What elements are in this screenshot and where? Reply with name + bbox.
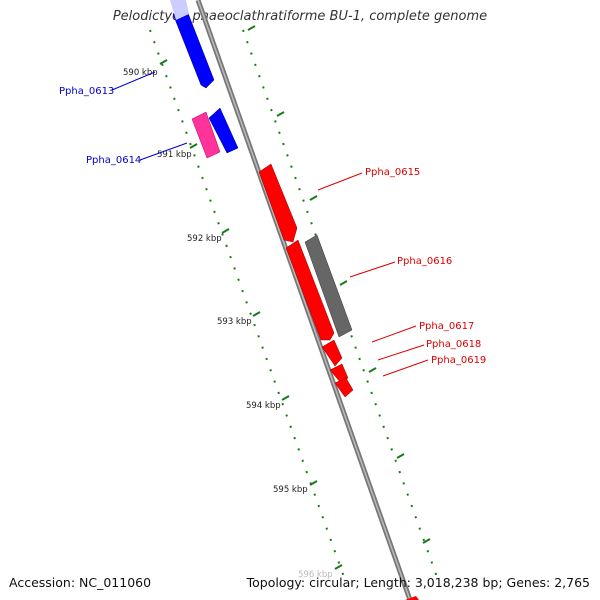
gene-ppha-0614-arrow[interactable] bbox=[191, 111, 221, 159]
genome-summary-text: Topology: circular; Length: 3,018,238 bp… bbox=[246, 575, 590, 590]
tick-594 bbox=[281, 395, 290, 401]
gene-labels: Ppha_0613 Ppha_0614 Ppha_0615 Ppha_0616 … bbox=[59, 86, 486, 366]
gene-label-ppha-0615[interactable]: Ppha_0615 bbox=[365, 167, 420, 178]
gene-bottom-fragment bbox=[405, 596, 419, 600]
outer-tick-g bbox=[422, 538, 431, 544]
kbp-ticks: 590 kbp 591 kbp 592 kbp 593 kbp 594 kbp … bbox=[123, 25, 431, 580]
outer-tick-c bbox=[309, 195, 318, 201]
label-leaders bbox=[111, 71, 429, 377]
gene-label-ppha-0618[interactable]: Ppha_0618 bbox=[426, 339, 481, 350]
tick-593 bbox=[252, 311, 261, 317]
gene-label-ppha-0619[interactable]: Ppha_0619 bbox=[431, 355, 486, 366]
gene-gray-arrow[interactable] bbox=[304, 234, 353, 338]
tick-595 bbox=[309, 480, 318, 486]
gene-label-ppha-0613[interactable]: Ppha_0613 bbox=[59, 86, 114, 97]
tick-label-596: 596 kbp bbox=[298, 570, 333, 580]
outer-tick-ring bbox=[242, 29, 439, 581]
gene-label-ppha-0616[interactable]: Ppha_0616 bbox=[397, 256, 452, 267]
tick-596 bbox=[334, 564, 343, 570]
gene-ppha-0613-arrow[interactable] bbox=[208, 107, 239, 154]
gene-ppha-0616-arrow[interactable] bbox=[285, 239, 335, 341]
leader-ppha-0615 bbox=[317, 172, 363, 191]
leader-ppha-0617 bbox=[371, 325, 417, 343]
leader-ppha-0616 bbox=[349, 261, 396, 278]
tick-591 bbox=[189, 143, 198, 149]
forward-strand-genes bbox=[258, 163, 419, 600]
outer-tick-a bbox=[247, 25, 256, 31]
tick-label-593: 593 kbp bbox=[217, 317, 252, 327]
outer-tick-e bbox=[368, 367, 377, 373]
leader-ppha-0619 bbox=[382, 359, 429, 377]
tick-label-594: 594 kbp bbox=[246, 401, 281, 411]
reverse-strand-genes bbox=[170, 0, 239, 159]
gene-ppha-0612-top-fade bbox=[170, 0, 189, 20]
tick-590 bbox=[159, 59, 168, 65]
gene-ppha-0618-arrow[interactable] bbox=[329, 363, 349, 383]
gene-ppha-0619-arrow[interactable] bbox=[334, 377, 354, 398]
tick-label-591: 591 kbp bbox=[157, 150, 192, 160]
gene-ppha-0612-arrow[interactable] bbox=[172, 7, 215, 89]
outer-tick-f bbox=[396, 453, 405, 459]
outer-tick-b bbox=[276, 111, 285, 117]
leader-ppha-0614 bbox=[139, 142, 188, 161]
accession-text: Accession: NC_011060 bbox=[9, 575, 152, 590]
gene-label-ppha-0614[interactable]: Ppha_0614 bbox=[86, 155, 141, 166]
backbone bbox=[195, 0, 413, 600]
tick-label-592: 592 kbp bbox=[187, 234, 222, 244]
inner-tick-ring bbox=[149, 29, 346, 581]
leader-ppha-0618 bbox=[377, 344, 425, 361]
tick-label-590: 590 kbp bbox=[123, 68, 158, 78]
leader-ppha-0613 bbox=[111, 71, 156, 91]
tick-592 bbox=[221, 228, 230, 234]
outer-tick-d bbox=[339, 280, 348, 286]
gene-ppha-0615-arrow[interactable] bbox=[258, 163, 298, 243]
tick-label-595: 595 kbp bbox=[273, 485, 308, 495]
tick-rings bbox=[149, 29, 439, 581]
gene-label-ppha-0617[interactable]: Ppha_0617 bbox=[419, 321, 474, 332]
gene-ppha-0617-arrow[interactable] bbox=[321, 339, 343, 367]
